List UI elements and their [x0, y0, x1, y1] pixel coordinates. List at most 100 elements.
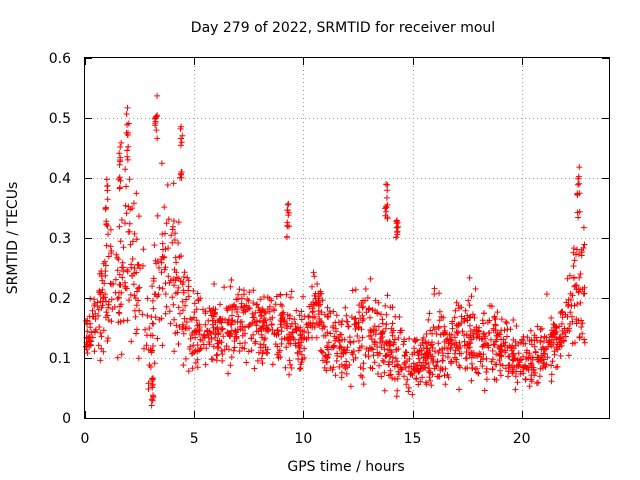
data-point — [402, 364, 409, 371]
data-point — [541, 338, 547, 344]
data-point — [458, 313, 465, 320]
data-point — [168, 232, 175, 239]
data-point — [391, 363, 398, 370]
data-point — [471, 326, 478, 333]
data-point — [548, 327, 555, 334]
data-point — [444, 371, 451, 378]
data-point — [212, 334, 219, 341]
data-point — [97, 291, 104, 298]
data-point — [522, 362, 528, 369]
data-point — [427, 377, 434, 384]
data-point — [255, 328, 262, 335]
data-point — [401, 373, 407, 380]
data-point — [264, 294, 271, 301]
data-point — [213, 352, 220, 359]
data-point — [207, 330, 214, 337]
data-point — [358, 300, 365, 306]
data-point — [526, 383, 533, 390]
data-point — [259, 360, 266, 367]
data-point — [393, 346, 399, 353]
data-point — [553, 336, 560, 343]
data-point — [174, 289, 181, 296]
data-point — [158, 256, 165, 263]
data-point — [472, 285, 479, 292]
data-point — [561, 337, 567, 344]
data-point — [558, 308, 565, 315]
data-point — [208, 336, 215, 342]
data-point — [422, 364, 429, 371]
data-point — [440, 314, 447, 321]
data-point — [159, 342, 166, 349]
data-point — [283, 344, 290, 351]
data-point — [121, 279, 128, 286]
data-point — [258, 313, 265, 320]
data-point — [170, 276, 177, 283]
data-point — [187, 315, 194, 322]
data-point — [163, 303, 170, 310]
data-point — [224, 319, 231, 326]
data-point — [382, 302, 389, 309]
data-point — [412, 337, 419, 344]
data-point — [309, 283, 315, 290]
y-tick-label: 0.6 — [49, 51, 71, 67]
data-point — [343, 312, 350, 319]
data-point — [537, 365, 544, 372]
data-point — [233, 335, 240, 342]
data-point — [129, 256, 136, 262]
data-point — [175, 284, 182, 291]
data-point — [189, 365, 196, 372]
data-point — [154, 92, 161, 99]
data-point — [513, 368, 520, 375]
data-point — [171, 348, 178, 355]
data-point — [504, 326, 511, 333]
data-point — [282, 364, 289, 371]
data-point — [322, 352, 329, 359]
data-point — [504, 344, 511, 351]
data-point — [401, 359, 408, 366]
data-point — [481, 387, 488, 394]
data-point — [165, 216, 172, 223]
data-point — [384, 292, 391, 299]
data-point — [550, 339, 557, 346]
data-point — [497, 367, 504, 374]
data-point — [192, 334, 199, 341]
data-point — [248, 335, 255, 342]
data-point — [134, 326, 140, 333]
data-point — [325, 351, 332, 358]
data-point — [461, 338, 468, 345]
data-point — [179, 326, 186, 332]
data-point — [98, 333, 105, 340]
data-point — [208, 312, 215, 319]
data-point — [441, 327, 448, 334]
data-point — [164, 182, 171, 188]
data-point — [122, 166, 129, 173]
data-point — [116, 150, 123, 157]
data-point — [219, 325, 226, 332]
data-point — [225, 316, 232, 323]
data-point — [150, 393, 157, 400]
data-point — [572, 282, 579, 289]
data-point — [579, 330, 586, 337]
data-point — [566, 272, 573, 279]
data-point — [385, 361, 392, 368]
data-point — [548, 315, 555, 321]
data-point — [537, 326, 544, 333]
data-point — [320, 323, 327, 330]
data-point — [139, 311, 146, 318]
data-point — [245, 297, 252, 304]
data-point — [196, 324, 203, 330]
data-point — [569, 292, 576, 299]
data-point — [362, 352, 369, 358]
data-point — [133, 302, 140, 309]
data-point — [188, 350, 195, 357]
data-point — [383, 194, 390, 201]
data-point — [426, 374, 433, 381]
data-point — [145, 386, 152, 392]
data-point — [185, 277, 192, 284]
data-point — [315, 308, 322, 314]
data-point — [468, 377, 475, 384]
data-point — [510, 317, 517, 323]
data-point — [191, 309, 198, 316]
data-point — [289, 320, 295, 327]
data-point — [367, 314, 373, 321]
